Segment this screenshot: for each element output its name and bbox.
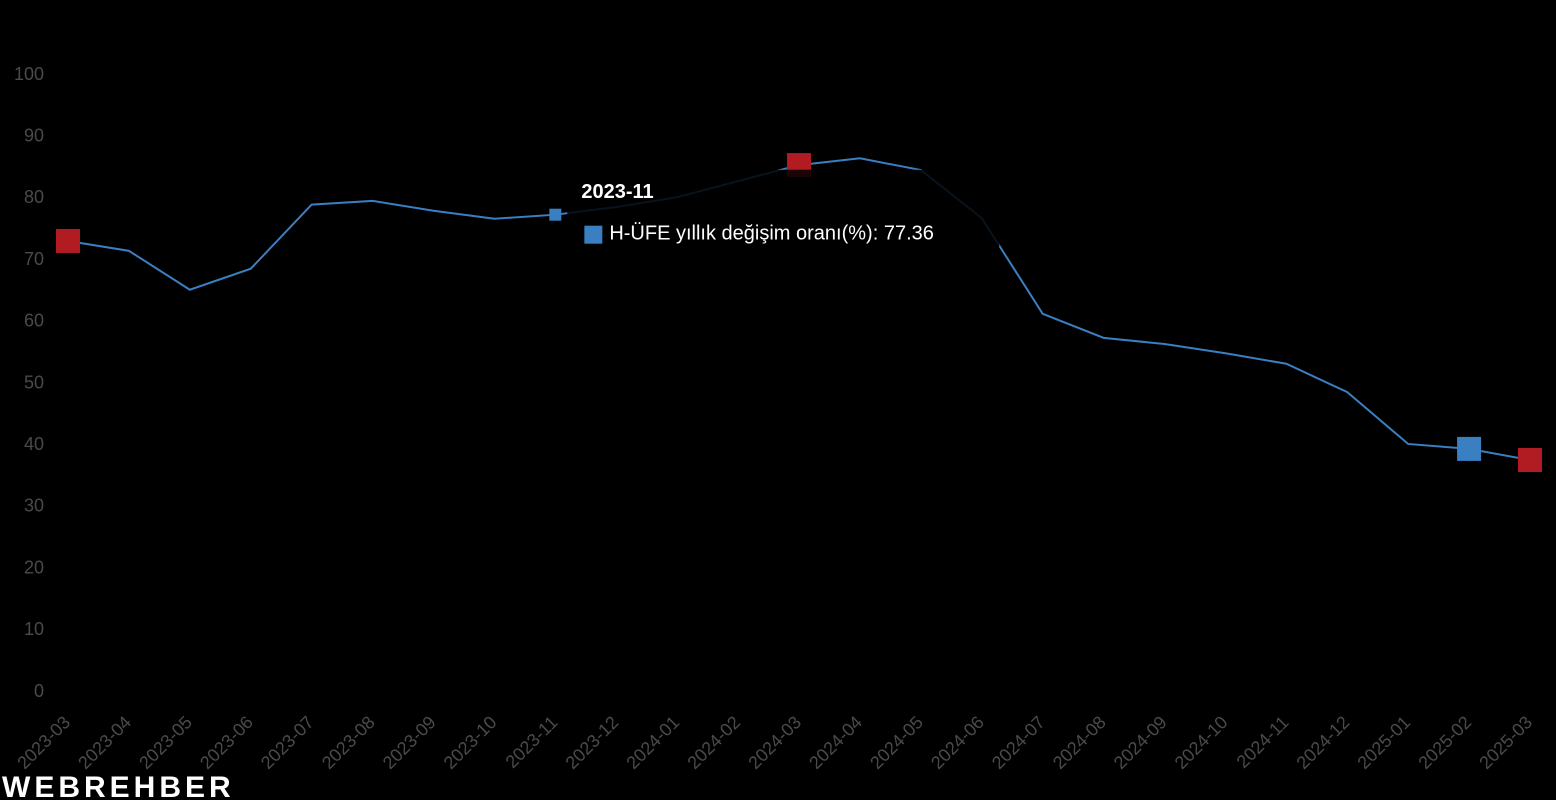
x-tick-label: 2023-10: [440, 712, 501, 773]
x-tick-label: 2023-11: [502, 712, 562, 772]
y-tick-label: 50: [24, 372, 44, 392]
x-tick-label: 2025-01: [1353, 712, 1414, 773]
x-tick-label: 2023-05: [135, 712, 196, 773]
tooltip-swatch: [584, 225, 603, 244]
hover-marker: [549, 208, 562, 221]
highlight-marker: [1457, 436, 1482, 461]
y-tick-label: 90: [24, 125, 44, 145]
x-tick-label: 2025-02: [1414, 712, 1475, 773]
tooltip-title: 2023-11: [581, 181, 653, 203]
x-tick-label: 2024-11: [1233, 712, 1293, 772]
y-tick-label: 40: [24, 434, 44, 454]
x-tick-label: 2023-03: [13, 712, 74, 773]
x-tick-label: 2024-01: [622, 712, 683, 773]
y-tick-label: 70: [24, 249, 44, 269]
y-tick-label: 100: [14, 64, 44, 84]
x-tick-label: 2023-08: [318, 712, 379, 773]
x-tick-label: 2024-05: [866, 712, 927, 773]
x-tick-label: 2023-07: [257, 712, 318, 773]
tooltip-bg: [567, 169, 1000, 250]
tooltip-series-name: H-ÜFE yıllık değişim oranı(%): [609, 223, 872, 245]
x-tick-label: 2023-04: [74, 712, 135, 773]
x-tick-label: 2024-07: [988, 712, 1049, 773]
y-tick-label: 0: [34, 681, 44, 701]
x-tick-label: 2024-08: [1049, 712, 1110, 773]
x-tick-label: 2024-03: [744, 712, 805, 773]
x-tick-label: 2024-10: [1171, 712, 1232, 773]
watermark: WEBREHBER: [2, 771, 235, 800]
y-tick-label: 20: [24, 557, 44, 577]
y-tick-label: 60: [24, 311, 44, 331]
tooltip-value: 77.36: [884, 223, 934, 245]
x-tick-label: 2024-09: [1110, 712, 1171, 773]
y-tick-label: 80: [24, 187, 44, 207]
x-tick-label: 2024-12: [1293, 712, 1354, 773]
y-tick-label: 30: [24, 496, 44, 516]
highlight-marker: [56, 228, 80, 253]
x-tick-label: 2024-06: [927, 712, 988, 773]
x-tick-label: 2023-09: [379, 712, 440, 773]
highlight-marker: [1518, 448, 1542, 473]
tooltip-text: H-ÜFE yıllık değişim oranı(%): 77.36: [609, 223, 934, 245]
y-tick-label: 10: [24, 619, 44, 639]
x-tick-label: 2024-04: [805, 712, 866, 773]
x-tick-label: 2023-06: [196, 712, 257, 773]
x-tick-label: 2025-03: [1475, 712, 1536, 773]
x-tick-label: 2024-02: [683, 712, 744, 773]
x-tick-label: 2023-12: [562, 712, 623, 773]
